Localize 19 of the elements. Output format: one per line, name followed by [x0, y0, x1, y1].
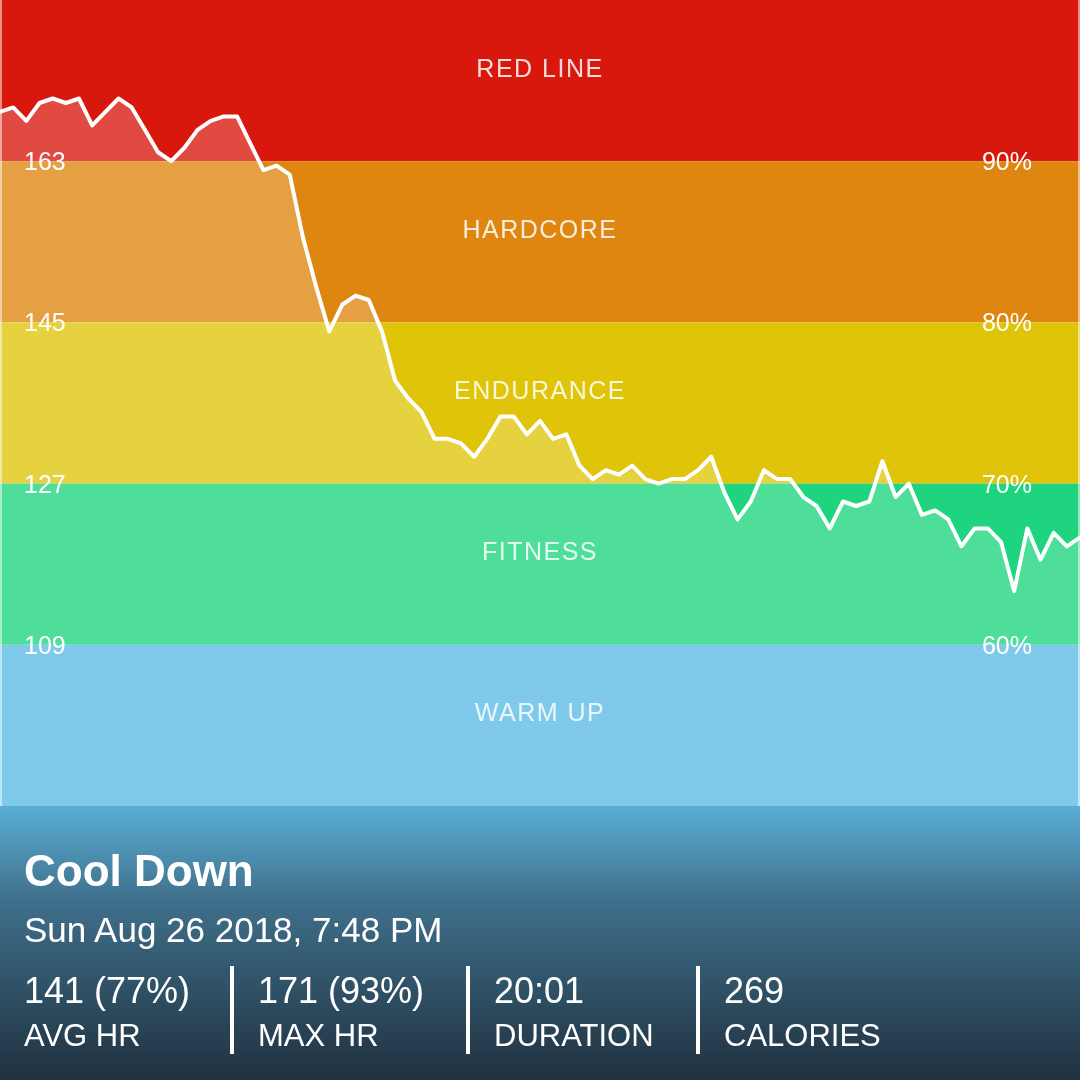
y-tick-label: 163: [24, 147, 66, 176]
y-tick-label: 145: [24, 308, 66, 337]
text: Cool Down: [24, 846, 254, 895]
band-label: WARM UP: [474, 698, 606, 727]
y2-tick-label: 90%: [981, 147, 1032, 176]
text: Sun Aug 26 2018, 7:48 PM: [24, 910, 443, 949]
text: 171 (93%): [258, 970, 425, 1011]
y2-tick-label: 80%: [981, 308, 1032, 337]
text: DURATION: [494, 1018, 654, 1053]
band-label: RED LINE: [476, 53, 604, 82]
text: 20:01: [494, 970, 585, 1011]
text: 269: [724, 970, 785, 1011]
band-label: FITNESS: [481, 537, 599, 566]
text: 141 (77%): [24, 970, 191, 1011]
band-label: ENDURANCE: [454, 376, 626, 404]
text: AVG HR: [24, 1018, 141, 1053]
band-label: HARDCORE: [462, 214, 618, 243]
text: MAX HR: [258, 1018, 379, 1053]
text: CALORIES: [724, 1018, 881, 1053]
